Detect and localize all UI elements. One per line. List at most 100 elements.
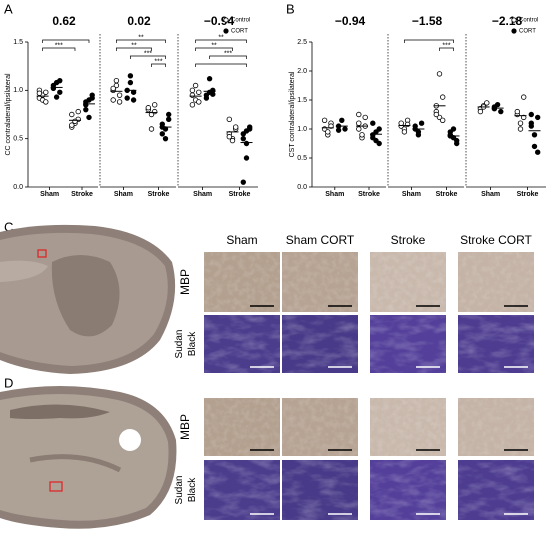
micrograph-texture bbox=[204, 460, 280, 520]
x-tick-label: Stroke bbox=[436, 191, 458, 198]
row-label: MBP bbox=[178, 414, 192, 440]
legend-marker bbox=[511, 28, 517, 34]
data-point bbox=[189, 87, 196, 94]
chart-title: 0.02 bbox=[127, 14, 151, 28]
brain-slice bbox=[0, 386, 177, 529]
data-point bbox=[535, 114, 541, 121]
micrograph-texture bbox=[204, 315, 280, 373]
x-tick-label: Sham bbox=[114, 191, 133, 198]
data-point bbox=[69, 111, 75, 118]
brain-slice bbox=[0, 224, 176, 374]
data-point bbox=[356, 126, 362, 132]
data-point bbox=[243, 140, 250, 147]
data-point bbox=[528, 111, 534, 118]
data-point bbox=[145, 105, 151, 111]
row-label: Black bbox=[187, 477, 198, 502]
data-point bbox=[57, 77, 63, 84]
panel-label: B bbox=[286, 1, 295, 16]
data-point bbox=[477, 108, 484, 115]
column-header: Stroke CORT bbox=[460, 233, 532, 247]
data-point bbox=[328, 123, 334, 129]
data-point bbox=[450, 126, 457, 132]
significance-bracket bbox=[151, 63, 166, 67]
significance-bracket bbox=[116, 47, 152, 51]
micrograph-texture bbox=[370, 398, 446, 456]
data-point bbox=[162, 135, 169, 142]
data-point bbox=[130, 97, 137, 103]
data-point bbox=[196, 99, 202, 105]
data-point bbox=[342, 126, 348, 132]
y-tick-label: 2.5 bbox=[297, 39, 307, 46]
data-point bbox=[356, 120, 362, 126]
column-header: Sham CORT bbox=[286, 233, 355, 247]
chart-title: −1.58 bbox=[412, 14, 443, 28]
chart-title: −0.94 bbox=[335, 14, 366, 28]
x-tick-label: Stroke bbox=[517, 191, 539, 198]
y-tick-label: 1.5 bbox=[297, 97, 307, 104]
data-point bbox=[440, 94, 446, 100]
y-tick-label: 0.0 bbox=[297, 184, 307, 191]
legend-marker bbox=[223, 17, 229, 23]
data-point bbox=[370, 120, 376, 126]
data-point bbox=[226, 134, 232, 140]
significance-label: *** bbox=[55, 42, 63, 49]
data-point bbox=[83, 106, 89, 113]
data-point bbox=[189, 92, 196, 98]
significance-label: ** bbox=[138, 34, 144, 41]
y-axis-label: CC contralateral/ipsilateral bbox=[5, 73, 12, 156]
legend-marker bbox=[223, 28, 229, 34]
data-point bbox=[89, 95, 95, 101]
significance-bracket bbox=[116, 39, 166, 43]
micrograph-texture bbox=[370, 315, 446, 373]
panel-label: D bbox=[4, 375, 13, 390]
data-point bbox=[69, 122, 75, 128]
x-tick-label: Stroke bbox=[229, 191, 251, 198]
x-tick-label: Sham bbox=[402, 191, 421, 198]
y-tick-label: 0.5 bbox=[13, 136, 23, 143]
y-tick-label: 1.0 bbox=[297, 126, 307, 133]
data-point bbox=[159, 131, 165, 137]
panel-label: C bbox=[4, 219, 13, 234]
significance-label: ** bbox=[211, 42, 217, 49]
x-tick-label: Sham bbox=[481, 191, 500, 198]
data-point bbox=[36, 90, 43, 96]
column-header: Sham bbox=[226, 233, 257, 247]
x-tick-label: Sham bbox=[40, 191, 59, 198]
data-point bbox=[226, 116, 232, 123]
micrograph-texture bbox=[282, 315, 358, 373]
chart-title: −2.18 bbox=[492, 14, 523, 28]
data-point bbox=[240, 135, 246, 142]
row-label: Sudan bbox=[174, 330, 185, 359]
data-point bbox=[148, 126, 155, 132]
data-point bbox=[57, 89, 63, 95]
data-point bbox=[196, 89, 202, 95]
legend-label: CORT bbox=[519, 29, 536, 35]
significance-bracket bbox=[439, 47, 454, 51]
data-point bbox=[398, 120, 404, 126]
data-point bbox=[165, 116, 172, 123]
significance-label: ** bbox=[131, 42, 137, 49]
data-point bbox=[232, 124, 239, 130]
chart-title: 0.62 bbox=[52, 14, 76, 28]
data-point bbox=[418, 120, 425, 126]
data-point bbox=[521, 94, 527, 100]
data-point bbox=[151, 102, 158, 108]
x-tick-label: Stroke bbox=[148, 191, 170, 198]
legend-label: Control bbox=[231, 18, 250, 24]
data-point bbox=[240, 179, 246, 185]
row-label: Sudan bbox=[174, 476, 185, 505]
micrograph-texture bbox=[204, 398, 280, 456]
data-point bbox=[189, 102, 196, 108]
data-point bbox=[335, 127, 342, 133]
data-point bbox=[203, 95, 210, 101]
micrograph-texture bbox=[282, 460, 358, 520]
significance-label: *** bbox=[224, 50, 232, 57]
micrograph-texture bbox=[282, 252, 358, 312]
significance-label: *** bbox=[442, 42, 450, 49]
data-point bbox=[436, 71, 443, 77]
data-point bbox=[127, 79, 134, 86]
data-point bbox=[127, 73, 134, 79]
panel-label: A bbox=[4, 1, 13, 16]
data-point bbox=[535, 149, 541, 155]
data-point bbox=[401, 129, 408, 135]
